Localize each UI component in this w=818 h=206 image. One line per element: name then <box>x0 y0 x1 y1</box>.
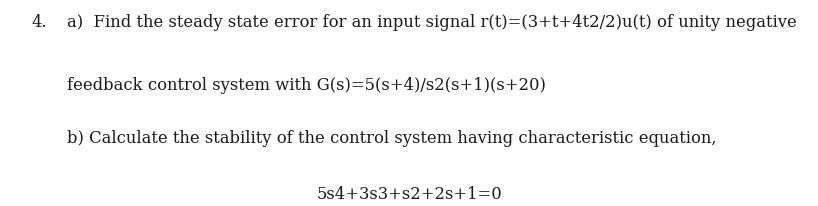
Text: b) Calculate the stability of the control system having characteristic equation,: b) Calculate the stability of the contro… <box>67 130 717 147</box>
Text: feedback control system with G(s)=5(s+4)/s2(s+1)(s+20): feedback control system with G(s)=5(s+4)… <box>67 76 546 93</box>
Text: a)  Find the steady state error for an input signal r(t)=(3+t+4t2/2)u(t) of unit: a) Find the steady state error for an in… <box>67 14 797 31</box>
Text: 5s4+3s3+s2+2s+1=0: 5s4+3s3+s2+2s+1=0 <box>316 185 502 202</box>
Text: 4.: 4. <box>31 14 47 31</box>
